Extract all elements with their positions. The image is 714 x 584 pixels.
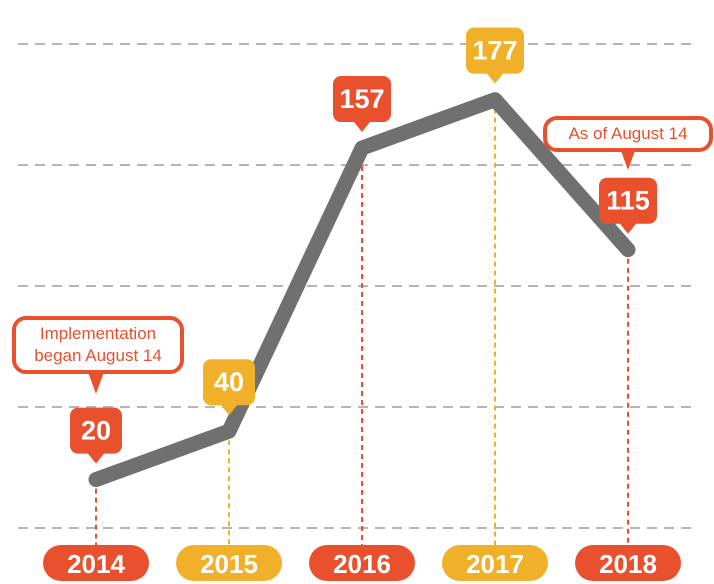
x-tick-label: 2018 bbox=[599, 549, 657, 579]
category-pill bbox=[442, 545, 548, 581]
x-tick-label: 2014 bbox=[67, 549, 125, 579]
value-callout bbox=[599, 177, 657, 234]
category-pill bbox=[309, 545, 415, 581]
annotation-pointer bbox=[620, 148, 636, 170]
annotation-pointer bbox=[88, 372, 104, 394]
annotation: As of August 14 bbox=[543, 116, 713, 152]
value-callout bbox=[333, 76, 391, 133]
category-pill bbox=[176, 545, 282, 581]
value-callout bbox=[70, 407, 122, 464]
line bbox=[88, 92, 636, 488]
category-pill bbox=[43, 545, 149, 581]
value-callout bbox=[203, 359, 255, 416]
value-label: 177 bbox=[472, 36, 517, 66]
category-pill bbox=[575, 545, 681, 581]
value-label: 20 bbox=[81, 416, 111, 446]
annotation: Implementation began August 14 bbox=[12, 316, 184, 374]
value-label: 157 bbox=[339, 84, 384, 114]
value-label: 115 bbox=[606, 186, 650, 216]
value-label: 40 bbox=[214, 367, 244, 397]
x-tick-label: 2016 bbox=[333, 549, 391, 579]
x-tick-label: 2015 bbox=[200, 549, 258, 579]
x-tick-label: 2017 bbox=[466, 549, 524, 579]
value-callout bbox=[466, 27, 524, 84]
